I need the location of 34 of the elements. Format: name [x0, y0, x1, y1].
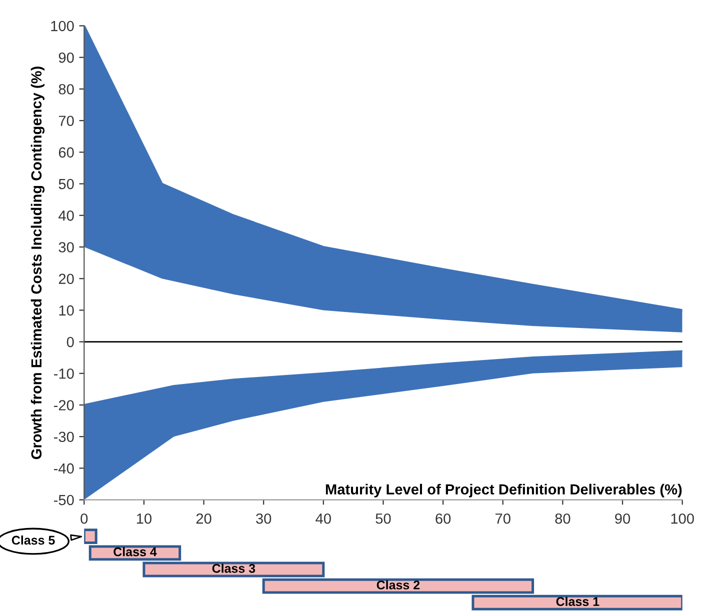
x-tick-label: 0	[80, 513, 88, 524]
y-tick-label: -30	[54, 432, 74, 442]
y-tick-label: -10	[54, 368, 74, 379]
x-tick-label: 70	[496, 513, 510, 524]
data-label: Class 4	[114, 547, 157, 556]
data-label: Class 1	[556, 596, 600, 606]
y-tick-label: -20	[54, 400, 74, 410]
y-axis-title: Growth from Estimated Costs Including Contingency (%)	[30, 66, 45, 460]
x-axis-title: Maturity Level of Project Definition Deliverables (%)	[326, 484, 682, 498]
x-tick-label: 90	[615, 513, 630, 524]
x-tick-label: 10	[136, 513, 152, 524]
y-tick-label: 40	[58, 210, 74, 221]
y-tick-label: 10	[59, 305, 74, 316]
y-tick-label: -40	[54, 463, 74, 474]
x-tick-label: 30	[256, 513, 272, 524]
y-tick-label: 50	[58, 178, 74, 190]
y-tick-label: 0	[66, 336, 74, 348]
y-tick-label: 20	[58, 274, 74, 284]
y-tick-label: 70	[58, 116, 74, 126]
y-tick-label: 80	[58, 84, 74, 94]
y-tick-label: 30	[58, 242, 74, 252]
data-label: Class 3	[212, 564, 256, 573]
y-tick-label: 100	[51, 20, 74, 32]
x-tick-label: 40	[316, 513, 331, 524]
y-tick-label: -50	[54, 494, 74, 506]
data-label: Class 2	[376, 580, 420, 590]
data-label: Class 5	[12, 535, 55, 545]
x-tick-label: 80	[555, 513, 570, 524]
x-tick-label: 60	[436, 513, 451, 524]
y-tick-label: 90	[58, 52, 74, 63]
y-tick-label: 60	[58, 147, 74, 158]
x-tick-label: 50	[376, 513, 391, 524]
x-tick-label: 100	[671, 513, 694, 524]
x-tick-label: 20	[196, 513, 212, 524]
